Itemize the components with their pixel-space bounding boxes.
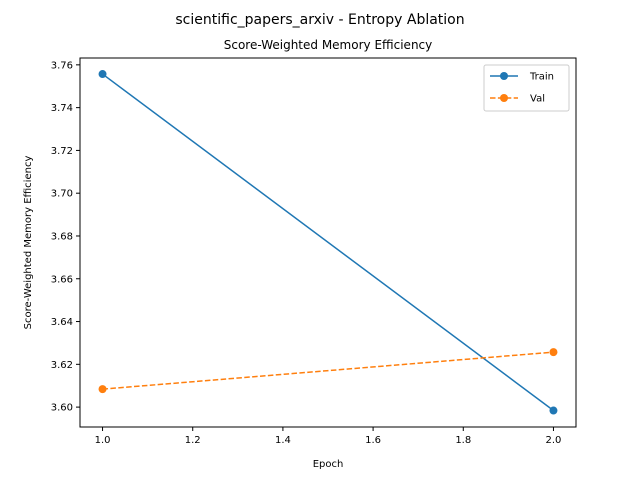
legend-box: [483, 64, 570, 112]
series-line-val: [102, 351, 554, 390]
y-tick-label: 3.74: [51, 103, 73, 114]
y-tick-label: 3.60: [51, 403, 73, 414]
data-point-train: [98, 70, 107, 79]
x-tick-label: 1.2: [185, 435, 201, 446]
x-axis-label: Epoch: [313, 459, 344, 470]
axes-frame: [79, 57, 577, 428]
legend-label-train: Train: [529, 72, 554, 83]
x-tick-label: 1.6: [365, 435, 381, 446]
axis-ticks: 1.0 1.2 1.4 1.6 1.8 2.0 3.60 3.62 3.64 3.66 3.68 3.…: [51, 60, 562, 446]
y-tick-label: 3.66: [51, 274, 73, 285]
y-tick-label: 3.64: [51, 317, 73, 328]
legend-marker-train: [500, 72, 508, 80]
x-tick-label: 2.0: [546, 435, 562, 446]
legend: Train Val: [483, 64, 570, 112]
chart-title: Score-Weighted Memory Efficiency: [224, 38, 433, 52]
legend-marker-val: [500, 94, 508, 102]
data-point-val: [98, 385, 107, 394]
y-tick-label: 3.72: [51, 146, 73, 157]
y-axis-label: Score-Weighted Memory Efficiency: [23, 156, 34, 330]
y-tick-label: 3.76: [51, 60, 73, 71]
figure-suptitle: scientific_papers_arxiv - Entropy Ablati…: [175, 12, 464, 28]
y-tick-label: 3.62: [51, 360, 73, 371]
x-tick-label: 1.8: [455, 435, 471, 446]
series-lines: [98, 70, 558, 415]
y-tick-label: 3.68: [51, 231, 73, 242]
data-point-val: [549, 348, 558, 357]
series-line-train: [102, 73, 554, 412]
x-tick-label: 1.0: [95, 435, 111, 446]
legend-label-val: Val: [530, 94, 545, 105]
data-point-train: [549, 406, 558, 415]
y-tick-label: 3.70: [51, 189, 73, 200]
x-tick-label: 1.4: [275, 435, 291, 446]
